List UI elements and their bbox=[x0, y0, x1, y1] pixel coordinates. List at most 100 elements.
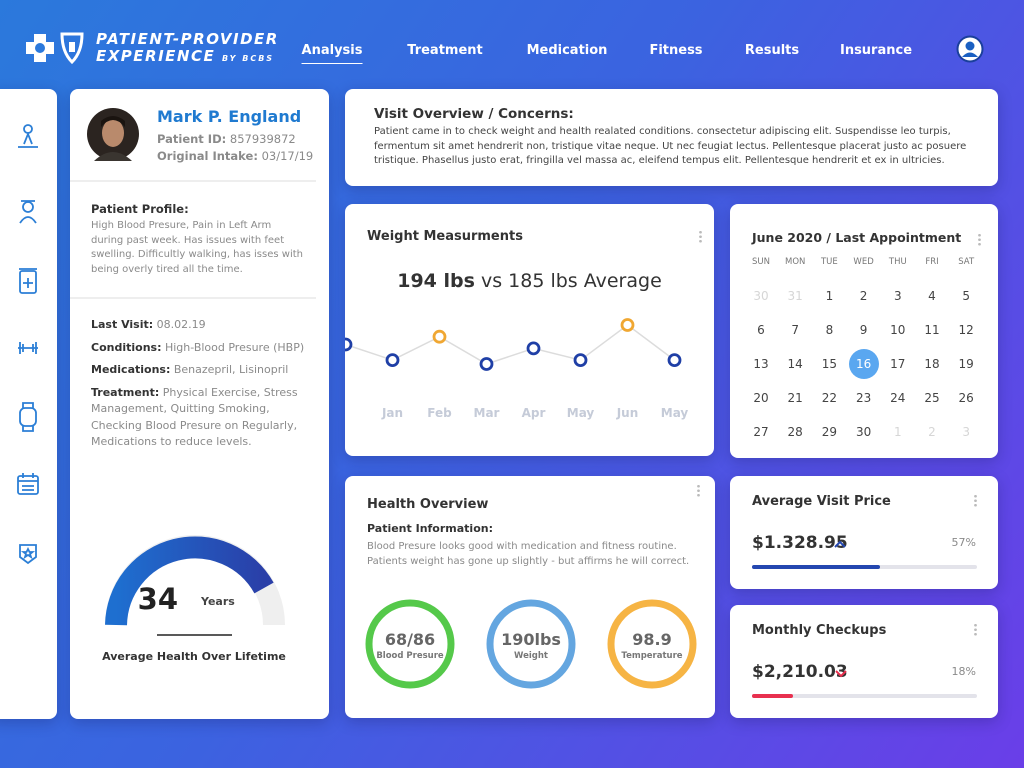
weight-point bbox=[345, 337, 353, 352]
weight-point bbox=[385, 353, 400, 368]
card-title: Visit Overview / Concerns: bbox=[374, 106, 574, 122]
label: Patient ID: bbox=[157, 132, 227, 146]
detail-label: Medications: bbox=[91, 363, 171, 376]
day: 29 bbox=[821, 425, 838, 439]
icon[interactable] bbox=[18, 342, 38, 354]
progress-bar bbox=[752, 694, 793, 698]
day: 5 bbox=[962, 289, 970, 303]
x-label: Feb bbox=[427, 406, 452, 420]
detail-row: Conditions: High-Blood Presure (HBP) bbox=[91, 340, 306, 357]
detail-value: 08.02.19 bbox=[156, 318, 206, 331]
day: 13 bbox=[753, 357, 769, 371]
health-text: Blood Presure looks good with medication… bbox=[367, 541, 690, 567]
icon[interactable] bbox=[19, 200, 37, 224]
weight-chart: Jan Feb Mar Apr May Jun May bbox=[345, 318, 688, 420]
menu[interactable] bbox=[978, 233, 981, 246]
trend-arrow bbox=[835, 670, 847, 678]
day: 22 bbox=[821, 391, 838, 405]
calendar-card: June 2020 / Last Appointment SUN MON TUE WE… bbox=[730, 204, 998, 458]
id-row: Patient ID: 857939872 bbox=[157, 131, 313, 148]
day: 30 bbox=[753, 289, 769, 303]
sidebar bbox=[0, 89, 57, 719]
x-label: Apr bbox=[522, 406, 546, 420]
day: 24 bbox=[890, 391, 906, 405]
value: 857939872 bbox=[229, 132, 296, 146]
profile-photo bbox=[87, 108, 139, 161]
day: 26 bbox=[958, 391, 974, 405]
day: 30 bbox=[855, 425, 872, 439]
patient-name: Mark P. England bbox=[157, 107, 302, 126]
trend-arrow-path bbox=[835, 670, 847, 678]
percent-label: 57% bbox=[951, 536, 976, 549]
brand: PATIENT-PROVIDER EXPERIENCE BY BCBS bbox=[96, 31, 279, 67]
icon[interactable] bbox=[19, 268, 37, 294]
detail-value: Physical Exercise, Stress Management, Qu… bbox=[91, 385, 298, 449]
x-label: Jun bbox=[616, 406, 639, 420]
weight-point bbox=[432, 329, 447, 344]
sidebar-icons bbox=[17, 124, 39, 565]
weight-card: Weight Measurments 194 lbs vs 185 lbs Av… bbox=[345, 204, 714, 456]
profile-card: Mark P. England Patient ID: 857939872 Or… bbox=[70, 89, 329, 719]
day: 1 bbox=[825, 289, 834, 303]
icon[interactable] bbox=[18, 124, 38, 148]
weekday: SAT bbox=[958, 257, 975, 267]
detail-row: Last Visit: 08.02.19 bbox=[91, 317, 306, 334]
card-title: Monthly Checkups bbox=[752, 623, 887, 638]
menu[interactable] bbox=[699, 230, 702, 243]
menu[interactable] bbox=[697, 484, 700, 497]
day: 9 bbox=[859, 323, 868, 337]
gauge-arc bbox=[105, 536, 274, 626]
card-title: June 2020 / Last Appointment bbox=[752, 230, 962, 245]
nav-item[interactable]: Medication bbox=[526, 43, 608, 58]
section-title: Patient Profile: bbox=[91, 202, 189, 216]
day: 25 bbox=[924, 391, 940, 405]
divider bbox=[70, 297, 316, 299]
trend-arrow-path bbox=[834, 540, 846, 548]
day: 6 bbox=[757, 323, 765, 337]
nav-item[interactable]: Fitness bbox=[649, 43, 703, 58]
weight-point bbox=[479, 357, 494, 371]
gauge-caption: Average Health Over Lifetime bbox=[102, 650, 286, 663]
nav-item[interactable]: Results bbox=[744, 43, 800, 58]
brand-by: BY BCBS bbox=[221, 54, 275, 63]
weekday: TUE bbox=[820, 257, 838, 267]
weekday: WED bbox=[853, 257, 874, 267]
day: 2 bbox=[859, 289, 868, 303]
checkups-card: Monthly Checkups $2,210.03 18% bbox=[730, 605, 998, 718]
metric-ring bbox=[607, 599, 697, 689]
menu bbox=[974, 494, 977, 507]
metric-value: 68/86 bbox=[385, 630, 435, 649]
icon[interactable] bbox=[19, 544, 37, 565]
metric-label: Blood Presure bbox=[376, 651, 444, 661]
day: 17 bbox=[890, 357, 906, 371]
day: 11 bbox=[924, 323, 940, 337]
metric-label: Weight bbox=[514, 651, 548, 661]
details: Last Visit: 08.02.19 Conditions: High-Blo… bbox=[91, 317, 306, 457]
nav-item[interactable]: Analysis bbox=[301, 43, 363, 64]
progress-bar bbox=[752, 565, 881, 569]
day: 8 bbox=[825, 323, 834, 337]
weekday: FRI bbox=[925, 257, 939, 267]
profile-text: High Blood Presure, Pain in Left Arm dur… bbox=[91, 220, 303, 275]
card-title: Average Visit Price bbox=[752, 494, 891, 509]
progress-track bbox=[752, 694, 977, 698]
detail-value: High-Blood Presure (HBP) bbox=[164, 340, 305, 354]
metric-label: Temperature bbox=[621, 651, 682, 661]
icon[interactable] bbox=[17, 473, 39, 495]
value: 03/17/19 bbox=[261, 149, 314, 163]
nav-item[interactable]: Treatment bbox=[407, 43, 483, 58]
logo-icons bbox=[26, 32, 84, 65]
weight-point bbox=[573, 353, 588, 368]
brand-line: EXPERIENCE bbox=[96, 47, 216, 65]
amount: $1.328.95 bbox=[752, 533, 848, 553]
weight-point bbox=[667, 353, 682, 368]
day: 3 bbox=[962, 425, 970, 439]
detail-value: Benazepril, Lisinopril bbox=[173, 363, 289, 376]
avatar[interactable] bbox=[956, 35, 984, 63]
nav-item[interactable]: Insurance bbox=[839, 43, 913, 58]
gauge-value: 34 bbox=[138, 582, 178, 616]
icon[interactable] bbox=[19, 402, 37, 432]
day: 21 bbox=[787, 391, 803, 405]
day: 7 bbox=[791, 323, 799, 337]
